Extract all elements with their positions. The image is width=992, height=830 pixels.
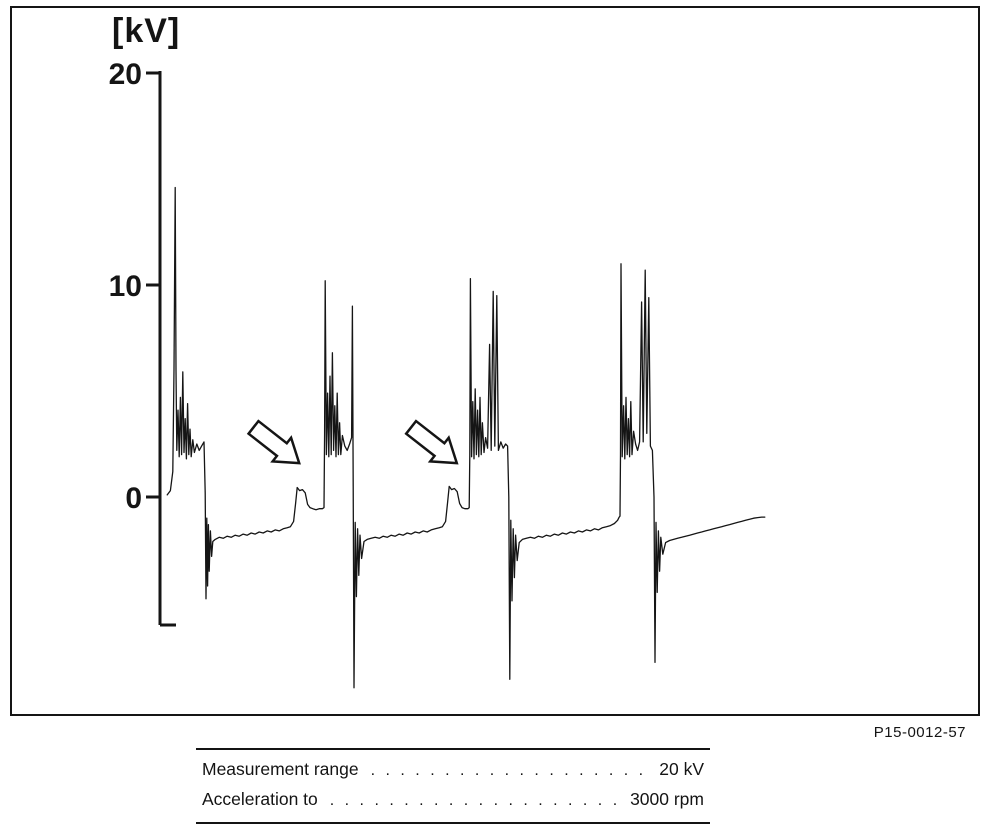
oscillogram-frame: 20 10 0 [kV] [10,6,980,716]
oscillogram-svg: 20 10 0 [109,58,766,689]
caption-value: 20 kV [659,759,704,779]
dot-leader: . . . . . . . . . . . . . . . . . . . . … [329,792,618,809]
y-axis-tick-label: 0 [125,482,142,515]
voltage-trace [166,186,766,689]
dot-leader: . . . . . . . . . . . . . . . . . . . . … [370,762,648,779]
figure-reference-code: P15-0012-57 [873,724,966,741]
y-axis-tick-label: 10 [109,270,142,303]
caption-table: Measurement range . . . . . . . . . . . … [196,748,710,824]
caption-row-measurement-range: Measurement range . . . . . . . . . . . … [202,755,704,785]
y-axis-tick-label: 20 [109,58,142,91]
caption-label: Measurement range [202,759,359,779]
y-axis-unit-label: [kV] [112,12,181,50]
caption-row-acceleration: Acceleration to . . . . . . . . . . . . … [202,785,704,815]
annotation-arrow [404,419,459,465]
caption-label: Acceleration to [202,789,318,809]
caption-value: 3000 rpm [630,789,704,809]
annotation-arrow [246,419,301,465]
